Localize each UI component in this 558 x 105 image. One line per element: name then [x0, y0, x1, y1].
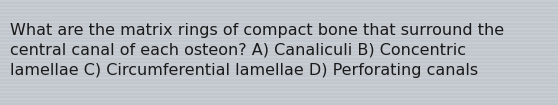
- Bar: [0, 37, 558, 39]
- Bar: [0, 82, 558, 84]
- Bar: [0, 61, 558, 63]
- Bar: [0, 68, 558, 70]
- Bar: [0, 30, 558, 31]
- Bar: [0, 9, 558, 10]
- Bar: [0, 47, 558, 49]
- Bar: [0, 93, 558, 94]
- Bar: [0, 40, 558, 42]
- Bar: [0, 58, 558, 60]
- Bar: [0, 2, 558, 3]
- Bar: [0, 12, 558, 14]
- Bar: [0, 54, 558, 56]
- Bar: [0, 79, 558, 81]
- Bar: [0, 5, 558, 7]
- Bar: [0, 75, 558, 77]
- Bar: [0, 33, 558, 35]
- Bar: [0, 19, 558, 21]
- Bar: [0, 89, 558, 91]
- Bar: [0, 86, 558, 87]
- Bar: [0, 51, 558, 52]
- Bar: [0, 103, 558, 105]
- Bar: [0, 100, 558, 102]
- Bar: [0, 96, 558, 98]
- Bar: [0, 26, 558, 28]
- Bar: [0, 16, 558, 18]
- Bar: [0, 23, 558, 24]
- Bar: [0, 65, 558, 66]
- Bar: [0, 44, 558, 45]
- Bar: [0, 72, 558, 74]
- Text: What are the matrix rings of compact bone that surround the
central canal of eac: What are the matrix rings of compact bon…: [10, 23, 504, 78]
